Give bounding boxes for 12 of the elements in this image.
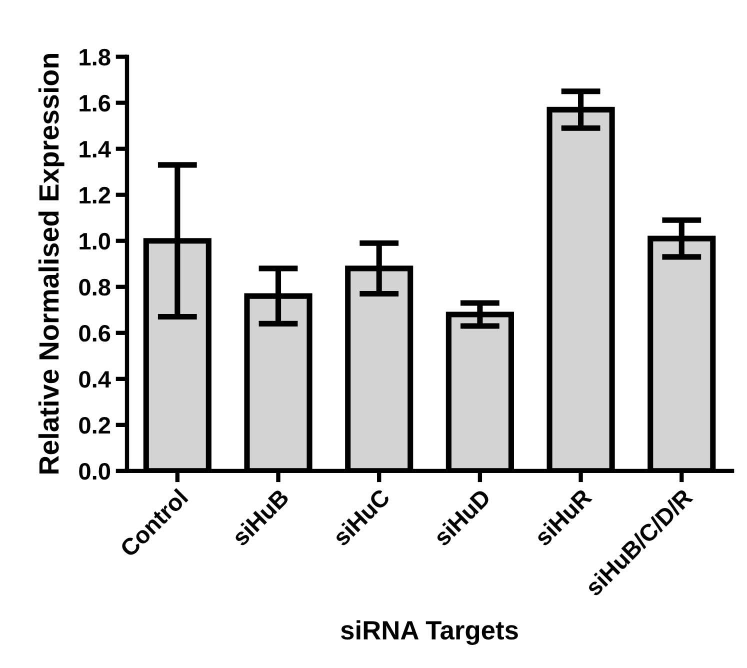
x-axis-title: siRNA Targets (341, 620, 518, 645)
y-tick-label: 0.6 (79, 324, 110, 342)
text: 1.0 (80, 232, 110, 250)
y-tick-label: 0.2 (79, 416, 110, 434)
y-tick-label: 1.2 (80, 186, 110, 204)
y-tick-label: 0.4 (79, 370, 111, 388)
y-tick-label: 0.8 (79, 278, 110, 296)
y-tick-label: 1.6 (80, 94, 110, 112)
y-tick-label: 1.8 (80, 48, 110, 66)
y-axis-title: Relative Normalised Expression (38, 54, 64, 474)
text: 0.0 (79, 463, 110, 480)
y-tick-label: 1.4 (80, 141, 111, 158)
